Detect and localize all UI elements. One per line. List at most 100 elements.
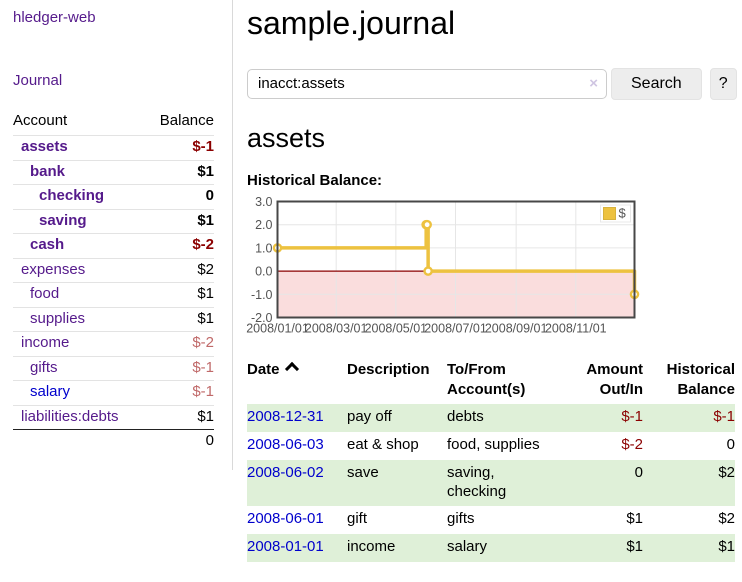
account-link[interactable]: bank	[30, 162, 66, 180]
register-header-balance: Historical Balance	[666, 361, 735, 399]
search-button[interactable]: Search	[611, 67, 702, 100]
sort-ascending-icon	[284, 362, 299, 377]
sidebar-item-journal[interactable]: Journal	[13, 72, 63, 89]
register-header-row: Date Description To/From Account(s) Amou…	[247, 358, 735, 404]
account-row: cash $-2	[13, 233, 214, 258]
account-balance: $-1	[145, 135, 214, 160]
account-link[interactable]: food	[30, 285, 60, 302]
account-row: bank $1	[13, 159, 214, 185]
account-balance: $1	[145, 282, 214, 307]
account-balance: $1	[145, 306, 214, 332]
account-link[interactable]: income	[21, 334, 70, 351]
svg-text:-2.0: -2.0	[251, 311, 273, 325]
account-row: expenses $2	[13, 257, 214, 283]
page-title: sample.journal	[247, 5, 456, 41]
svg-text:2008/01/01: 2008/01/01	[246, 322, 309, 336]
svg-text:2008/07/01: 2008/07/01	[424, 322, 487, 336]
account-row: gifts $-1	[13, 355, 214, 381]
account-balance: $-2	[145, 233, 214, 258]
register-table: Date Description To/From Account(s) Amou…	[247, 358, 735, 562]
account-balance: $1	[145, 208, 214, 234]
account-link[interactable]: cash	[30, 236, 65, 253]
register-balance: $2	[643, 459, 735, 507]
account-heading: assets	[247, 122, 326, 153]
register-date-link[interactable]: 2008-12-31	[247, 408, 324, 426]
register-amount: $1	[555, 534, 643, 562]
register-description: gift	[347, 510, 368, 528]
register-amount: $-2	[621, 436, 643, 454]
svg-text:0.0: 0.0	[255, 265, 272, 279]
chart-title: Historical Balance:	[247, 172, 383, 190]
search-input[interactable]	[247, 68, 607, 99]
svg-text:2008/05/01: 2008/05/01	[365, 322, 428, 336]
register-balance: $1	[643, 534, 735, 562]
account-row: assets $-1	[13, 135, 214, 160]
register-description: pay off	[347, 404, 447, 433]
register-amount: $1	[626, 510, 643, 528]
register-accounts: gifts	[447, 510, 475, 528]
sidebar: hledger-web Journal Account Balance asse…	[0, 0, 233, 470]
register-date-link[interactable]: 2008-06-03	[247, 436, 324, 454]
account-row: liabilities:debts $1	[13, 404, 214, 430]
account-link[interactable]: checking	[39, 187, 105, 204]
svg-text:$: $	[619, 206, 627, 221]
register-amount: $-1	[555, 404, 643, 433]
historical-balance-chart: $3.0 2.0 1.0 0.0 -1.0 -2.02008/01/012008/03/0…	[246, 195, 640, 336]
register-description: income	[347, 534, 447, 562]
account-link[interactable]: saving	[39, 211, 87, 229]
accounts-body: assets $-1 bank $1 checking 0 saving $1 …	[13, 135, 214, 430]
accounts-total-row: 0	[13, 429, 214, 454]
account-row: income $-2	[13, 331, 214, 356]
register-amount: 0	[555, 459, 643, 507]
register-header-date[interactable]: Date	[247, 358, 347, 404]
account-balance: $1	[145, 159, 214, 185]
svg-text:-1.0: -1.0	[251, 288, 273, 302]
register-description: eat & shop	[347, 436, 419, 454]
register-date-link[interactable]: 2008-06-01	[247, 510, 324, 528]
register-accounts: debts	[447, 404, 555, 433]
svg-text:2008/09/01: 2008/09/01	[485, 322, 548, 336]
account-link[interactable]: supplies	[30, 309, 86, 327]
register-header-description: Description	[347, 361, 430, 379]
account-link[interactable]: salary	[30, 383, 71, 400]
account-row: food $1	[13, 282, 214, 307]
account-balance: $1	[145, 404, 214, 430]
svg-text:3.0: 3.0	[255, 195, 272, 209]
register-row[interactable]: 2008-12-31 pay off debts $-1 $-1	[247, 404, 735, 433]
help-button[interactable]: ?	[709, 67, 737, 100]
register-balance: $-1	[643, 404, 735, 433]
register-header-accounts: To/From Account(s)	[447, 361, 526, 399]
accounts-total-value: 0	[13, 429, 214, 454]
register-description: save	[347, 459, 447, 507]
account-link[interactable]: assets	[21, 138, 68, 155]
register-row[interactable]: 2008-01-01 income salary $1 $1	[247, 534, 735, 562]
accounts-table: Account Balance assets $-1 bank $1 check…	[13, 110, 214, 454]
clear-search-icon[interactable]: ×	[589, 74, 598, 92]
account-balance: $-1	[145, 380, 214, 405]
svg-text:2008/11/01: 2008/11/01	[545, 322, 607, 336]
account-balance: $-2	[145, 331, 214, 356]
register-date-link[interactable]: 2008-06-02	[247, 463, 324, 481]
register-balance: $2	[718, 510, 735, 528]
account-balance: $2	[145, 257, 214, 283]
register-row[interactable]: 2008-06-03 eat & shop food, supplies $-2…	[247, 432, 735, 460]
svg-text:1.0: 1.0	[255, 242, 272, 256]
accounts-header-account: Account	[13, 112, 68, 129]
account-link[interactable]: expenses	[21, 260, 86, 278]
account-link[interactable]: liabilities:debts	[21, 407, 119, 425]
register-body: 2008-12-31 pay off debts $-1 $-1 2008-06…	[247, 404, 735, 562]
search-form: × Search ?	[247, 67, 737, 100]
account-row: salary $-1	[13, 380, 214, 405]
register-row[interactable]: 2008-06-01 gift gifts $1 $2	[247, 506, 735, 534]
register-accounts: saving, checking	[447, 459, 555, 507]
register-header-amount: Amount Out/In	[586, 361, 643, 399]
app-title-link[interactable]: hledger-web	[13, 9, 96, 26]
account-row: saving $1	[13, 208, 214, 234]
account-balance: 0	[145, 184, 214, 209]
svg-text:2008/03/01: 2008/03/01	[305, 322, 368, 336]
register-date-link[interactable]: 2008-01-01	[247, 538, 324, 556]
account-balance: $-1	[145, 355, 214, 381]
register-row[interactable]: 2008-06-02 save saving, checking 0 $2	[247, 459, 735, 507]
account-link[interactable]: gifts	[30, 358, 58, 376]
